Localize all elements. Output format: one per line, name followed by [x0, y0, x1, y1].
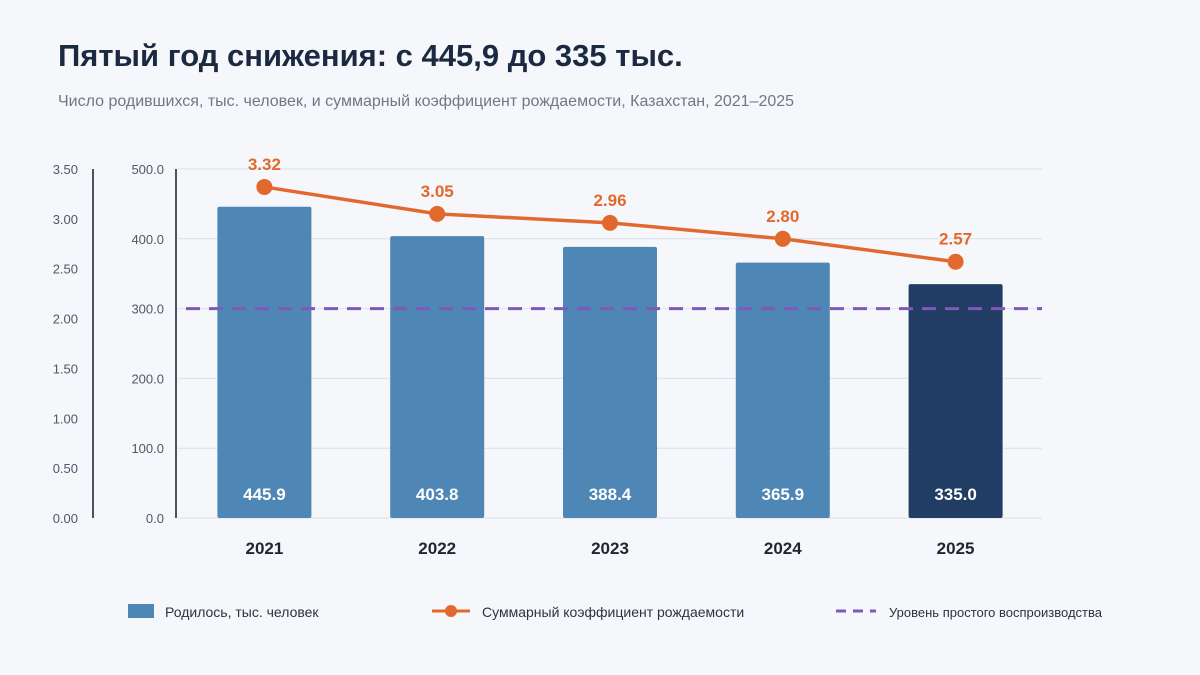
- tfr-axis-tick: 1.50: [53, 361, 78, 376]
- tfr-axis-tick: 3.00: [53, 212, 78, 227]
- tfr-axis-tick: 2.00: [53, 312, 78, 327]
- births-axis-tick: 200.0: [131, 371, 164, 386]
- legend-label-births: Родилось, тыс. человек: [165, 604, 319, 620]
- tfr-point-label: 2.57: [939, 230, 972, 249]
- births-axis: 0.0 100.0 200.0 300.0 400.0 500.0: [131, 162, 177, 526]
- tfr-point: [947, 253, 964, 270]
- births-axis-tick: 0.0: [146, 511, 164, 526]
- births-bar-label: 388.4: [589, 485, 632, 504]
- births-bar: [563, 246, 657, 519]
- chart-subtitle: Число родившихся, тыс. человек, и суммар…: [58, 93, 795, 110]
- tfr-axis: 0.00 0.50 1.00 1.50 2.00 2.50 3.00 3.50: [53, 162, 94, 526]
- births-axis-tick: 100.0: [131, 441, 164, 456]
- births-bar: [217, 206, 312, 519]
- births-bar-label: 365.9: [762, 485, 805, 504]
- births-bars: 445.9 403.8 388.4 365.9 335.0: [217, 206, 1003, 519]
- tfr-point-label: 2.80: [766, 207, 799, 226]
- tfr-point-label: 2.96: [593, 191, 626, 210]
- births-bar: [735, 262, 830, 518]
- births-bar: [390, 236, 485, 519]
- legend: Родилось, тыс. человек Суммарный коэффици…: [128, 604, 1103, 620]
- legend-label-tfr: Суммарный коэффициент рождаемости: [482, 604, 744, 620]
- tfr-axis-tick: 1.00: [53, 411, 78, 426]
- category-labels: 2021 2022 2023 2024 2025: [245, 539, 974, 558]
- tfr-point: [429, 205, 446, 222]
- tfr-point: [256, 178, 273, 195]
- chart-title: Пятый год снижения: с 445,9 до 335 тыс.: [58, 38, 683, 73]
- births-axis-tick: 300.0: [131, 302, 164, 317]
- category-label: 2021: [245, 539, 283, 558]
- legend-label-replacement: Уровень простого воспроизводства: [889, 605, 1103, 620]
- tfr-axis-tick: 0.00: [53, 511, 78, 526]
- tfr-point-label: 3.05: [421, 182, 454, 201]
- category-label: 2024: [764, 539, 802, 558]
- tfr-axis-tick: 2.50: [53, 262, 78, 277]
- legend-swatch-tfr-point: [445, 605, 457, 617]
- births-bar-label: 445.9: [243, 485, 286, 504]
- births-axis-tick: 400.0: [131, 232, 164, 247]
- births-bar: [908, 284, 1003, 518]
- category-label: 2023: [591, 539, 629, 558]
- tfr-axis-tick: 0.50: [53, 461, 78, 476]
- tfr-point-label: 3.32: [248, 155, 281, 174]
- legend-swatch-births: [128, 604, 154, 618]
- tfr-line: 3.32 3.05 2.96 2.80 2.57: [248, 155, 972, 270]
- births-bar-label: 335.0: [934, 485, 977, 504]
- category-label: 2022: [418, 539, 456, 558]
- tfr-point: [602, 214, 618, 231]
- category-label: 2025: [937, 539, 975, 558]
- births-axis-tick: 500.0: [131, 162, 164, 177]
- tfr-axis-tick: 3.50: [53, 162, 78, 177]
- births-bar-label: 403.8: [416, 485, 459, 504]
- tfr-point: [774, 230, 791, 247]
